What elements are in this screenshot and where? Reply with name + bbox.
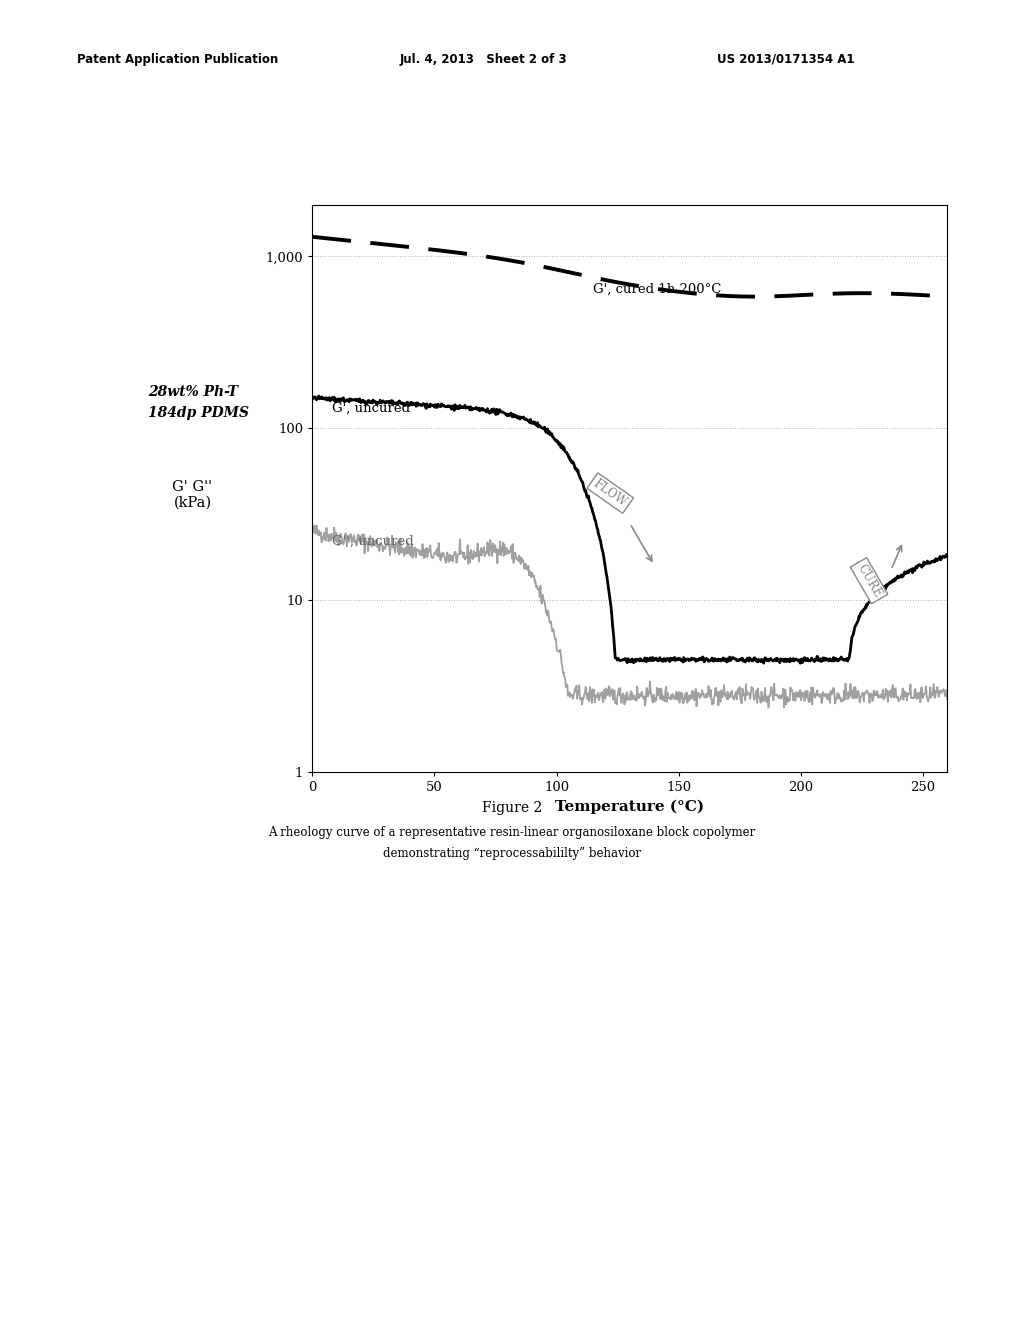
X-axis label: Temperature (°C): Temperature (°C)	[555, 800, 705, 814]
Text: G', cured 1h 200°C: G', cured 1h 200°C	[593, 284, 722, 296]
Text: G' G''
(kPa): G' G'' (kPa)	[172, 480, 213, 510]
Text: 28wt% Ph-T
184dp PDMS: 28wt% Ph-T 184dp PDMS	[148, 385, 250, 420]
Text: A rheology curve of a representative resin-linear organosiloxane block copolymer: A rheology curve of a representative res…	[268, 826, 756, 840]
Text: Patent Application Publication: Patent Application Publication	[77, 53, 279, 66]
Text: CURE: CURE	[854, 562, 884, 599]
Text: FLOW: FLOW	[591, 477, 630, 510]
Text: US 2013/0171354 A1: US 2013/0171354 A1	[717, 53, 854, 66]
Text: Figure 2: Figure 2	[482, 801, 542, 816]
Text: demonstrating “reprocessabililty” behavior: demonstrating “reprocessabililty” behavi…	[383, 847, 641, 861]
Text: G'', uncured: G'', uncured	[332, 535, 414, 548]
Text: G', uncured: G', uncured	[332, 403, 410, 416]
Text: Jul. 4, 2013   Sheet 2 of 3: Jul. 4, 2013 Sheet 2 of 3	[399, 53, 567, 66]
